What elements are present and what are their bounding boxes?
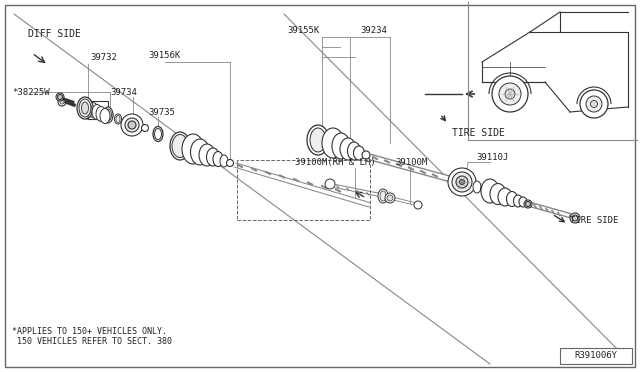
Ellipse shape bbox=[115, 114, 122, 124]
Bar bbox=[560, 348, 632, 364]
Circle shape bbox=[227, 160, 234, 167]
Circle shape bbox=[580, 90, 608, 118]
Circle shape bbox=[499, 83, 521, 105]
Circle shape bbox=[591, 100, 598, 108]
Ellipse shape bbox=[82, 101, 94, 119]
Text: 39234: 39234 bbox=[360, 26, 387, 35]
Ellipse shape bbox=[199, 144, 215, 166]
Text: DIFF SIDE: DIFF SIDE bbox=[28, 29, 81, 39]
Ellipse shape bbox=[519, 197, 527, 207]
Circle shape bbox=[385, 193, 395, 203]
Circle shape bbox=[128, 121, 136, 129]
Circle shape bbox=[141, 125, 148, 131]
Ellipse shape bbox=[481, 179, 499, 203]
Bar bbox=[475, 9, 630, 114]
Ellipse shape bbox=[153, 126, 163, 141]
Bar bbox=[237, 160, 370, 220]
Circle shape bbox=[456, 176, 468, 188]
Ellipse shape bbox=[332, 133, 350, 159]
Ellipse shape bbox=[322, 128, 344, 158]
Text: 39732: 39732 bbox=[90, 53, 117, 62]
Text: R391006Y: R391006Y bbox=[575, 352, 618, 360]
Circle shape bbox=[586, 96, 602, 112]
Bar bbox=[88, 101, 108, 119]
Text: TIRE SIDE: TIRE SIDE bbox=[570, 215, 618, 224]
Ellipse shape bbox=[103, 107, 113, 123]
Text: 39735: 39735 bbox=[148, 108, 175, 117]
Ellipse shape bbox=[213, 151, 223, 167]
Circle shape bbox=[525, 202, 531, 206]
Circle shape bbox=[414, 201, 422, 209]
Ellipse shape bbox=[220, 155, 228, 167]
Ellipse shape bbox=[104, 109, 111, 121]
Circle shape bbox=[572, 215, 578, 221]
Ellipse shape bbox=[92, 105, 102, 119]
Ellipse shape bbox=[506, 192, 518, 206]
Text: 39156K: 39156K bbox=[148, 51, 180, 60]
Circle shape bbox=[448, 168, 476, 196]
Ellipse shape bbox=[513, 195, 522, 207]
Circle shape bbox=[524, 200, 532, 208]
Ellipse shape bbox=[307, 125, 329, 155]
Circle shape bbox=[58, 98, 66, 106]
Text: 150 VEHICLES REFER TO SECT. 380: 150 VEHICLES REFER TO SECT. 380 bbox=[12, 337, 172, 346]
Circle shape bbox=[121, 114, 143, 136]
Ellipse shape bbox=[378, 189, 388, 203]
Text: 39100M(RH & LH): 39100M(RH & LH) bbox=[295, 158, 376, 167]
Ellipse shape bbox=[310, 128, 326, 152]
Circle shape bbox=[460, 180, 465, 185]
Text: 39110J: 39110J bbox=[476, 153, 508, 162]
Ellipse shape bbox=[207, 148, 220, 166]
Circle shape bbox=[492, 76, 528, 112]
Circle shape bbox=[125, 118, 139, 132]
Ellipse shape bbox=[81, 102, 88, 114]
Ellipse shape bbox=[348, 142, 360, 160]
Ellipse shape bbox=[473, 181, 481, 193]
Ellipse shape bbox=[170, 132, 190, 160]
Ellipse shape bbox=[100, 109, 110, 124]
Circle shape bbox=[452, 172, 472, 192]
Ellipse shape bbox=[380, 191, 386, 201]
Circle shape bbox=[481, 186, 488, 192]
Ellipse shape bbox=[353, 146, 365, 160]
Ellipse shape bbox=[79, 99, 91, 117]
Ellipse shape bbox=[191, 139, 209, 165]
Ellipse shape bbox=[88, 103, 98, 118]
Ellipse shape bbox=[96, 106, 106, 122]
Ellipse shape bbox=[116, 115, 120, 122]
Text: TIRE SIDE: TIRE SIDE bbox=[452, 128, 505, 138]
Circle shape bbox=[60, 100, 64, 104]
Ellipse shape bbox=[77, 97, 93, 119]
Text: 39100M: 39100M bbox=[395, 158, 428, 167]
Ellipse shape bbox=[182, 134, 204, 164]
Circle shape bbox=[58, 94, 63, 99]
Circle shape bbox=[387, 195, 393, 201]
Text: 39734: 39734 bbox=[110, 88, 137, 97]
Circle shape bbox=[56, 93, 64, 101]
Ellipse shape bbox=[84, 103, 92, 117]
Ellipse shape bbox=[498, 188, 512, 206]
Ellipse shape bbox=[154, 128, 161, 140]
Text: 39155K: 39155K bbox=[288, 26, 320, 35]
Ellipse shape bbox=[490, 183, 506, 205]
Ellipse shape bbox=[86, 105, 90, 115]
Circle shape bbox=[570, 213, 580, 223]
Text: *38225W: *38225W bbox=[12, 87, 50, 96]
Circle shape bbox=[325, 179, 335, 189]
Ellipse shape bbox=[340, 138, 356, 160]
Text: *APPLIES TO 150+ VEHICLES ONLY.: *APPLIES TO 150+ VEHICLES ONLY. bbox=[12, 327, 167, 336]
Circle shape bbox=[362, 151, 370, 159]
Ellipse shape bbox=[172, 135, 188, 157]
Circle shape bbox=[505, 89, 515, 99]
